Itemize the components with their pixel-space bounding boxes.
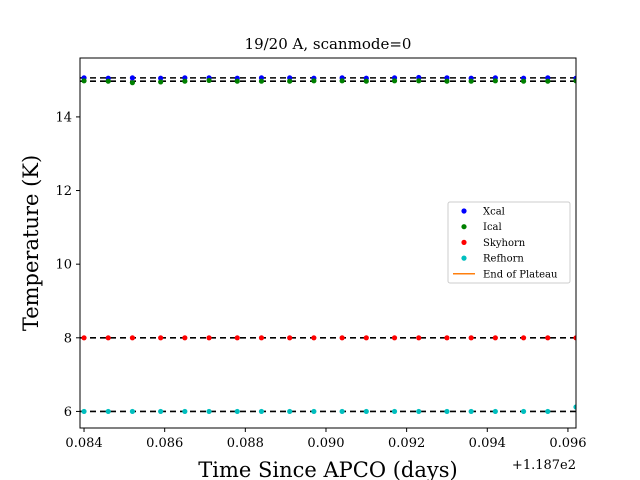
ical-point xyxy=(311,78,317,84)
y-tick-label: 6 xyxy=(64,405,72,420)
ical-point xyxy=(105,78,111,84)
refhorn-point xyxy=(391,408,398,415)
legend-label-skyhorn: Skyhorn xyxy=(483,238,526,249)
refhorn-point xyxy=(468,408,474,415)
skyhorn-point xyxy=(520,335,527,341)
refhorn-point xyxy=(444,408,450,415)
refhorn-point xyxy=(129,408,136,415)
chart-title: 19/20 A, scanmode=0 xyxy=(245,35,412,53)
skyhorn-point xyxy=(339,335,345,341)
ical-point xyxy=(182,78,188,84)
skyhorn-point xyxy=(206,335,212,341)
skyhorn-point xyxy=(287,335,293,341)
refhorn-point xyxy=(311,408,317,415)
skyhorn-point xyxy=(444,335,450,341)
refhorn-point xyxy=(234,408,240,415)
x-axis-label: Time Since APCO (days) xyxy=(198,458,457,480)
ical-point xyxy=(468,78,474,84)
refhorn-point xyxy=(573,404,576,410)
skyhorn-point xyxy=(468,335,474,341)
refhorn-point xyxy=(81,408,87,415)
skyhorn-point xyxy=(545,335,551,341)
ical-point xyxy=(545,78,551,84)
skyhorn-point xyxy=(492,335,498,341)
ical-point xyxy=(573,78,576,84)
ical-point xyxy=(234,78,240,84)
ical-point xyxy=(206,77,212,84)
x-tick-label: 0.094 xyxy=(469,436,506,451)
refhorn-point xyxy=(339,408,345,415)
legend-label-end-of-plateau: End of Plateau xyxy=(483,269,558,280)
y-tick-label: 10 xyxy=(55,258,72,273)
skyhorn-point xyxy=(363,335,369,341)
legend-label-ical: Ical xyxy=(483,222,502,233)
refhorn-point xyxy=(182,408,188,415)
x-tick-label: 0.086 xyxy=(146,436,183,451)
skyhorn-point xyxy=(182,335,188,341)
skyhorn-point xyxy=(391,335,398,341)
y-tick-label: 12 xyxy=(55,184,72,199)
ical-point xyxy=(158,79,164,85)
x-tick-label: 0.092 xyxy=(388,436,425,451)
x-tick-label: 0.096 xyxy=(549,436,586,451)
refhorn-point xyxy=(258,408,265,415)
skyhorn-point xyxy=(158,335,164,341)
ical-point xyxy=(287,78,293,84)
legend-marker-xcal xyxy=(461,208,467,214)
ical-point xyxy=(444,78,450,84)
legend-marker-ical xyxy=(461,224,467,230)
ical-point xyxy=(81,78,87,84)
y-axis-label: Temperature (K) xyxy=(19,155,43,331)
ical-point xyxy=(416,78,422,84)
refhorn-point xyxy=(158,408,164,415)
skyhorn-point xyxy=(311,335,317,341)
refhorn-point xyxy=(520,408,527,415)
refhorn-point xyxy=(545,408,551,415)
x-tick-label: 0.084 xyxy=(65,436,102,451)
skyhorn-point xyxy=(81,335,87,341)
skyhorn-point xyxy=(105,335,111,341)
skyhorn-point xyxy=(416,335,422,341)
legend-label-xcal: Xcal xyxy=(483,207,505,218)
refhorn-point xyxy=(105,408,111,415)
ical-point xyxy=(520,78,527,84)
legend-box xyxy=(447,201,571,284)
legend-marker-skyhorn xyxy=(461,239,467,245)
ical-point xyxy=(339,78,345,84)
skyhorn-point xyxy=(129,335,136,341)
legend: Xcal Ical Skyhorn Refhorn End of Plateau xyxy=(447,201,571,284)
x-tick-label: 0.090 xyxy=(307,436,344,451)
x-offset-label: +1.187e2 xyxy=(512,458,576,473)
legend-marker-refhorn xyxy=(461,255,467,261)
x-tick-label: 0.088 xyxy=(227,436,264,451)
ical-point xyxy=(129,80,136,86)
ical-point xyxy=(258,78,265,84)
ical-point xyxy=(492,78,498,84)
legend-label-refhorn: Refhorn xyxy=(483,254,524,265)
ical-point xyxy=(391,78,398,84)
y-tick-label: 8 xyxy=(64,331,72,346)
refhorn-point xyxy=(416,408,422,415)
plot-frame xyxy=(79,57,577,429)
y-tick-label: 14 xyxy=(55,110,72,125)
skyhorn-point xyxy=(258,335,265,341)
xcal-point xyxy=(129,75,136,81)
skyhorn-point xyxy=(234,335,240,341)
refhorn-point xyxy=(363,408,369,415)
refhorn-point xyxy=(492,408,498,415)
ical-point xyxy=(363,78,369,84)
refhorn-point xyxy=(206,408,212,415)
skyhorn-point xyxy=(573,335,576,341)
xcal-point xyxy=(158,75,164,81)
refhorn-point xyxy=(287,408,293,415)
